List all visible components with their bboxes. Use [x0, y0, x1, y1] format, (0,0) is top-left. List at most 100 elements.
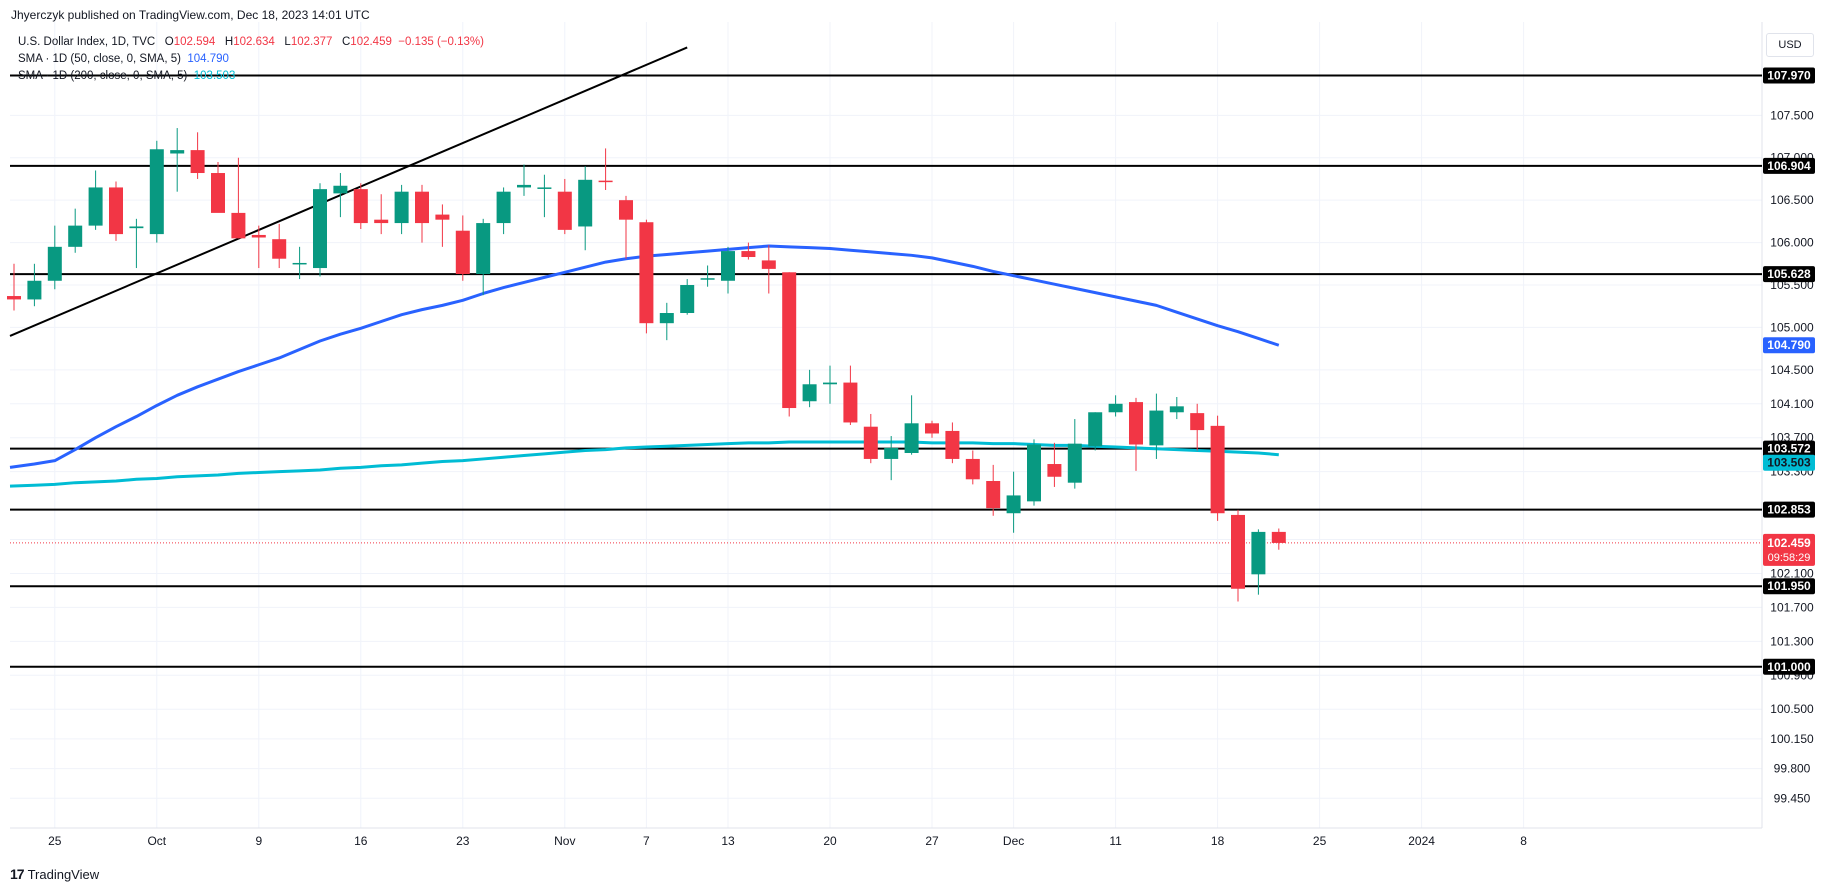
time-tick-label[interactable]: 8	[1520, 834, 1527, 848]
candle-up	[823, 382, 837, 385]
candle-up	[1149, 410, 1164, 446]
level-price-tag[interactable]: 102.853	[1767, 503, 1811, 517]
candle-up	[68, 225, 83, 247]
time-tick-label[interactable]: 16	[354, 834, 368, 848]
candle-down	[843, 382, 858, 423]
tradingview-logo-icon: 17	[10, 866, 25, 882]
candle-down	[945, 430, 960, 459]
time-tick-label[interactable]: 7	[643, 834, 650, 848]
time-tick-label[interactable]: Nov	[554, 834, 575, 848]
candle-up	[27, 280, 42, 300]
level-price-tag[interactable]: 101.950	[1767, 579, 1811, 593]
time-tick-label[interactable]: 25	[48, 834, 62, 848]
time-axis[interactable]: 25 Oct 9 16 23 Nov 7 13 20 27 Dec 11 18 25 2024 8	[10, 827, 1762, 848]
candle-up	[1108, 403, 1123, 413]
time-tick-label[interactable]: 25	[1313, 834, 1327, 848]
candle-down	[863, 426, 878, 459]
price-tick-label[interactable]: 101.300	[1770, 634, 1814, 648]
level-price-tag-bg	[1763, 157, 1815, 174]
ohlc-high: 102.634	[233, 36, 275, 48]
moving-averages	[9, 244, 1762, 544]
level-price-tag[interactable]: 105.628	[1767, 267, 1811, 281]
price-tick-label[interactable]: 102.100	[1770, 566, 1814, 580]
last-price-tag[interactable]: 102.459	[1767, 536, 1811, 550]
candle-down	[353, 189, 368, 224]
candle-down	[7, 296, 21, 300]
candle-up	[1027, 444, 1041, 502]
candle-down	[761, 260, 776, 269]
candles	[7, 128, 1286, 602]
level-price-tag[interactable]: 107.970	[1767, 68, 1811, 82]
sma200-price-tag-bg	[1763, 454, 1815, 471]
price-tick-label[interactable]: 106.500	[1770, 193, 1814, 207]
candle-up	[394, 191, 409, 224]
time-tick-label[interactable]: 23	[456, 834, 470, 848]
chart-grid	[10, 22, 1762, 828]
sma200-legend-row[interactable]: SMA · 1D (200, close, 0, SMA, 5) 103.503	[18, 68, 484, 85]
ohlc-close: 102.459	[350, 36, 392, 48]
time-tick-label[interactable]: 13	[721, 834, 735, 848]
candle-up	[1006, 495, 1021, 514]
price-tick-label[interactable]: 100.150	[1770, 732, 1814, 746]
candle-up	[1067, 443, 1082, 483]
price-tick-label[interactable]: 101.700	[1770, 600, 1814, 614]
time-tick-label[interactable]: 20	[823, 834, 837, 848]
ohlc-close-label: C	[341, 36, 351, 48]
candle-down	[1210, 425, 1225, 514]
level-price-tag-bg	[1763, 658, 1815, 675]
currency-button[interactable]: USD	[1766, 33, 1814, 57]
candle-down	[986, 480, 1001, 509]
level-price-tag[interactable]: 101.000	[1767, 660, 1811, 674]
candle-up	[802, 384, 817, 402]
candle-up	[149, 149, 164, 235]
price-axis[interactable]: 107.500107.000106.500106.000105.500105.0…	[1761, 22, 1814, 828]
candle-down	[435, 214, 450, 220]
ohlc-low-label: L	[284, 36, 291, 48]
price-tick-label[interactable]: 99.800	[1774, 762, 1811, 776]
sma50-label: SMA · 1D (50, close, 0, SMA, 5)	[18, 53, 181, 65]
candle-up	[88, 187, 103, 226]
time-tick-label[interactable]: 18	[1211, 834, 1225, 848]
time-tick-label[interactable]: 11	[1109, 834, 1122, 848]
price-tick-label[interactable]: 99.450	[1774, 791, 1811, 805]
chart-legend: U.S. Dollar Index, 1D, TVC O102.594 H102…	[18, 34, 484, 85]
candle-down	[211, 173, 225, 213]
time-tick-label[interactable]: 9	[255, 834, 262, 848]
level-price-tag[interactable]: 106.904	[1767, 159, 1811, 173]
candle-up	[129, 226, 144, 229]
candle-up	[517, 184, 531, 188]
price-tick-label[interactable]: 104.100	[1770, 397, 1814, 411]
candle-up	[537, 187, 552, 189]
trendline-segment	[9, 46, 688, 337]
time-tick-label[interactable]: Oct	[147, 834, 166, 848]
level-price-tag-bg	[1763, 266, 1815, 283]
time-tick-label[interactable]: Dec	[1003, 834, 1024, 848]
price-tick-label[interactable]: 105.000	[1770, 320, 1814, 334]
last-price-tag-bg	[1763, 533, 1815, 566]
level-price-tag[interactable]: 103.572	[1767, 442, 1811, 456]
price-tick-label[interactable]: 106.000	[1770, 236, 1814, 250]
sma200-price-tag[interactable]: 103.503	[1767, 456, 1811, 470]
sma50-price-tag-bg	[1763, 337, 1815, 354]
horizontal-levels	[10, 74, 1762, 668]
candle-down	[251, 234, 266, 238]
publisher-line: Jhyerczyk published on TradingView.com, …	[11, 8, 370, 22]
candle-up	[292, 262, 307, 265]
candle-up	[333, 185, 348, 194]
candle-down	[782, 272, 797, 409]
tradingview-branding[interactable]: 17 TradingView	[10, 866, 99, 882]
sma50-price-tag[interactable]: 104.790	[1767, 338, 1811, 352]
sma50-legend-row[interactable]: SMA · 1D (50, close, 0, SMA, 5) 104.790	[18, 51, 484, 68]
price-tick-label[interactable]: 104.500	[1770, 363, 1814, 377]
time-tick-label[interactable]: 2024	[1408, 834, 1435, 848]
ohlc-change: −0.135 (−0.13%)	[398, 36, 484, 48]
candle-up	[721, 251, 735, 281]
price-tick-label[interactable]: 107.500	[1770, 108, 1814, 122]
candle-down	[190, 150, 205, 174]
candle-up	[476, 223, 491, 274]
ohlc-open-label: O	[164, 36, 174, 48]
price-tick-label[interactable]: 100.500	[1770, 702, 1814, 716]
time-tick-label[interactable]: 27	[925, 834, 939, 848]
symbol-legend-row[interactable]: U.S. Dollar Index, 1D, TVC O102.594 H102…	[18, 34, 484, 51]
